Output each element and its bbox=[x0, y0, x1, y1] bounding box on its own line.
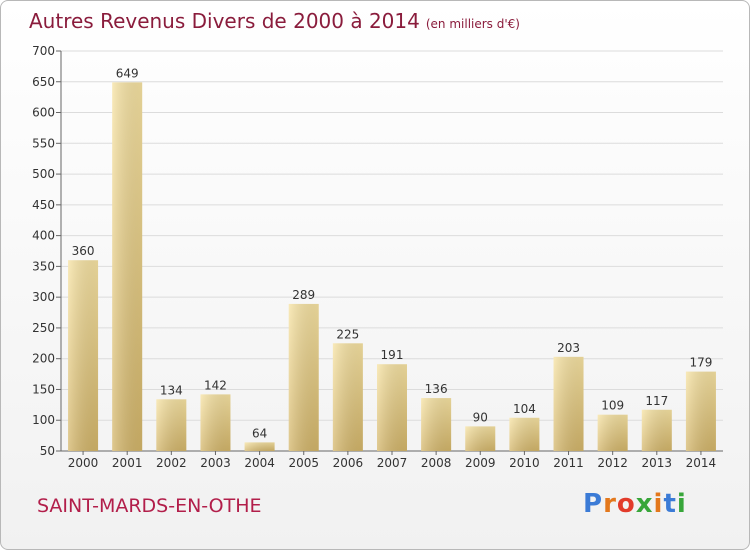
bar-shade-2005 bbox=[288, 303, 319, 451]
x-tick-label-2001: 2001 bbox=[112, 456, 143, 470]
y-tick-label: 700 bbox=[32, 44, 55, 58]
data-label-2001: 649 bbox=[116, 66, 139, 80]
bar-shade-2003 bbox=[200, 394, 231, 451]
bar-shade-2010 bbox=[509, 417, 540, 451]
data-label-2005: 289 bbox=[292, 288, 315, 302]
data-label-2013: 117 bbox=[645, 394, 668, 408]
y-tick-label: 300 bbox=[32, 290, 55, 304]
x-tick-label-2003: 2003 bbox=[200, 456, 231, 470]
bar-shade-2002 bbox=[156, 399, 187, 451]
x-tick-label-2011: 2011 bbox=[553, 456, 584, 470]
x-tick-label-2004: 2004 bbox=[244, 456, 275, 470]
data-label-2000: 360 bbox=[72, 244, 95, 258]
chart-subtitle: (en milliers d'€) bbox=[425, 17, 520, 31]
place-name: SAINT-MARDS-EN-OTHE bbox=[37, 495, 262, 517]
x-tick-label-2006: 2006 bbox=[333, 456, 364, 470]
y-tick-label: 250 bbox=[32, 321, 55, 335]
labels: 50 100 150 200 250 300 350 400 450 500 550 600 650 70… bbox=[32, 44, 716, 470]
proxiti-logo: Proxiti bbox=[583, 489, 687, 519]
logo-letter: o bbox=[616, 489, 636, 519]
x-tick-label-2013: 2013 bbox=[642, 456, 673, 470]
data-label-2012: 109 bbox=[601, 399, 624, 413]
y-tick-label: 100 bbox=[32, 413, 55, 427]
x-tick-label-2005: 2005 bbox=[288, 456, 319, 470]
data-label-2011: 203 bbox=[557, 341, 580, 355]
y-tick-label: 600 bbox=[32, 106, 55, 120]
logo-letter: P bbox=[583, 489, 604, 519]
y-tick-label: 350 bbox=[32, 259, 55, 273]
bar-shade-2004 bbox=[244, 442, 275, 451]
logo-letter: r bbox=[603, 489, 617, 519]
bar-shade-2012 bbox=[597, 414, 628, 451]
y-tick-label: 400 bbox=[32, 229, 55, 243]
data-label-2009: 90 bbox=[473, 410, 488, 424]
x-tick-label-2008: 2008 bbox=[421, 456, 452, 470]
x-tick-label-2010: 2010 bbox=[509, 456, 540, 470]
y-tick-label: 150 bbox=[32, 382, 55, 396]
bar-shade-2009 bbox=[465, 426, 496, 451]
y-tick-label: 200 bbox=[32, 352, 55, 366]
x-tick-label-2009: 2009 bbox=[465, 456, 496, 470]
x-tick-label-2002: 2002 bbox=[156, 456, 187, 470]
bar-shade-2014 bbox=[685, 371, 716, 451]
bar-shade-2007 bbox=[377, 364, 407, 451]
y-tick-label: 500 bbox=[32, 167, 55, 181]
logo-letter: i bbox=[676, 489, 687, 519]
bar-shade-2011 bbox=[553, 356, 584, 451]
data-label-2008: 136 bbox=[425, 382, 448, 396]
chart-title: Autres Revenus Divers de 2000 à 2014 (en … bbox=[29, 9, 520, 33]
bar-shade-2000 bbox=[68, 260, 99, 451]
bar-shade-2001 bbox=[112, 82, 143, 451]
data-label-2010: 104 bbox=[513, 402, 536, 416]
y-tick-label: 650 bbox=[32, 75, 55, 89]
logo-letter: t bbox=[663, 489, 677, 519]
logo-letter: x bbox=[635, 489, 654, 519]
logo-letter: i bbox=[653, 489, 664, 519]
bar-shade-2006 bbox=[332, 343, 363, 451]
data-label-2004: 64 bbox=[252, 426, 267, 440]
x-tick-label-2007: 2007 bbox=[377, 456, 408, 470]
bars bbox=[68, 82, 716, 451]
x-tick-label-2014: 2014 bbox=[686, 456, 717, 470]
data-label-2006: 225 bbox=[336, 327, 359, 341]
bar-shade-2013 bbox=[641, 409, 672, 451]
data-label-2014: 179 bbox=[689, 356, 712, 370]
y-tick-label: 450 bbox=[32, 198, 55, 212]
bar-shade-2008 bbox=[421, 398, 452, 451]
chart-title-text: Autres Revenus Divers de 2000 à 2014 bbox=[29, 9, 420, 33]
x-tick-label-2012: 2012 bbox=[597, 456, 628, 470]
y-tick-label: 550 bbox=[32, 136, 55, 150]
x-tick-label-2000: 2000 bbox=[68, 456, 99, 470]
data-label-2007: 191 bbox=[381, 348, 404, 362]
data-label-2002: 134 bbox=[160, 383, 183, 397]
y-tick-label: 50 bbox=[40, 444, 55, 458]
data-label-2003: 142 bbox=[204, 378, 227, 392]
